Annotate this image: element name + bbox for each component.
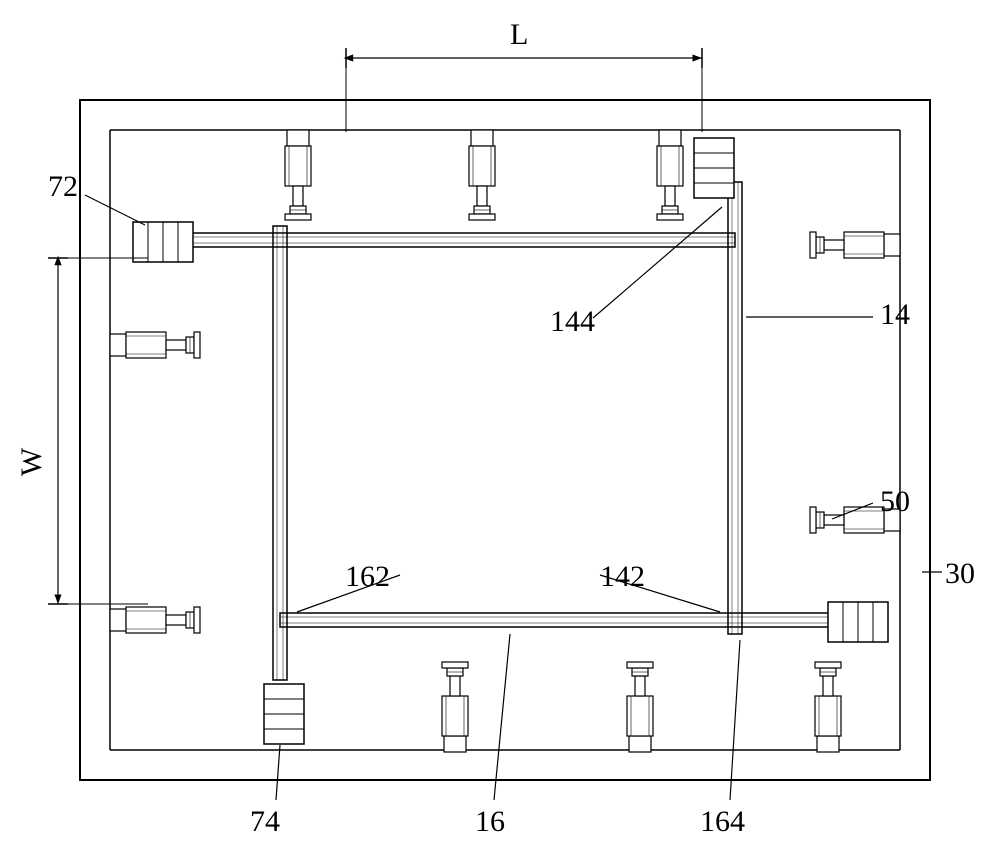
- label-162: 162: [345, 560, 390, 594]
- label-144: 144: [550, 305, 595, 339]
- label-W: W: [15, 448, 49, 476]
- label-14: 14: [880, 298, 910, 332]
- diagram-canvas: 14 16 30 50 72 74 142 144 162 164 L W: [0, 0, 1000, 850]
- label-L: L: [510, 18, 528, 52]
- label-142: 142: [600, 560, 645, 594]
- diagram-svg: [0, 0, 1000, 850]
- label-16: 16: [475, 805, 505, 839]
- label-30: 30: [945, 557, 975, 591]
- label-74: 74: [250, 805, 280, 839]
- label-72: 72: [48, 170, 78, 204]
- label-164: 164: [700, 805, 745, 839]
- label-50: 50: [880, 485, 910, 519]
